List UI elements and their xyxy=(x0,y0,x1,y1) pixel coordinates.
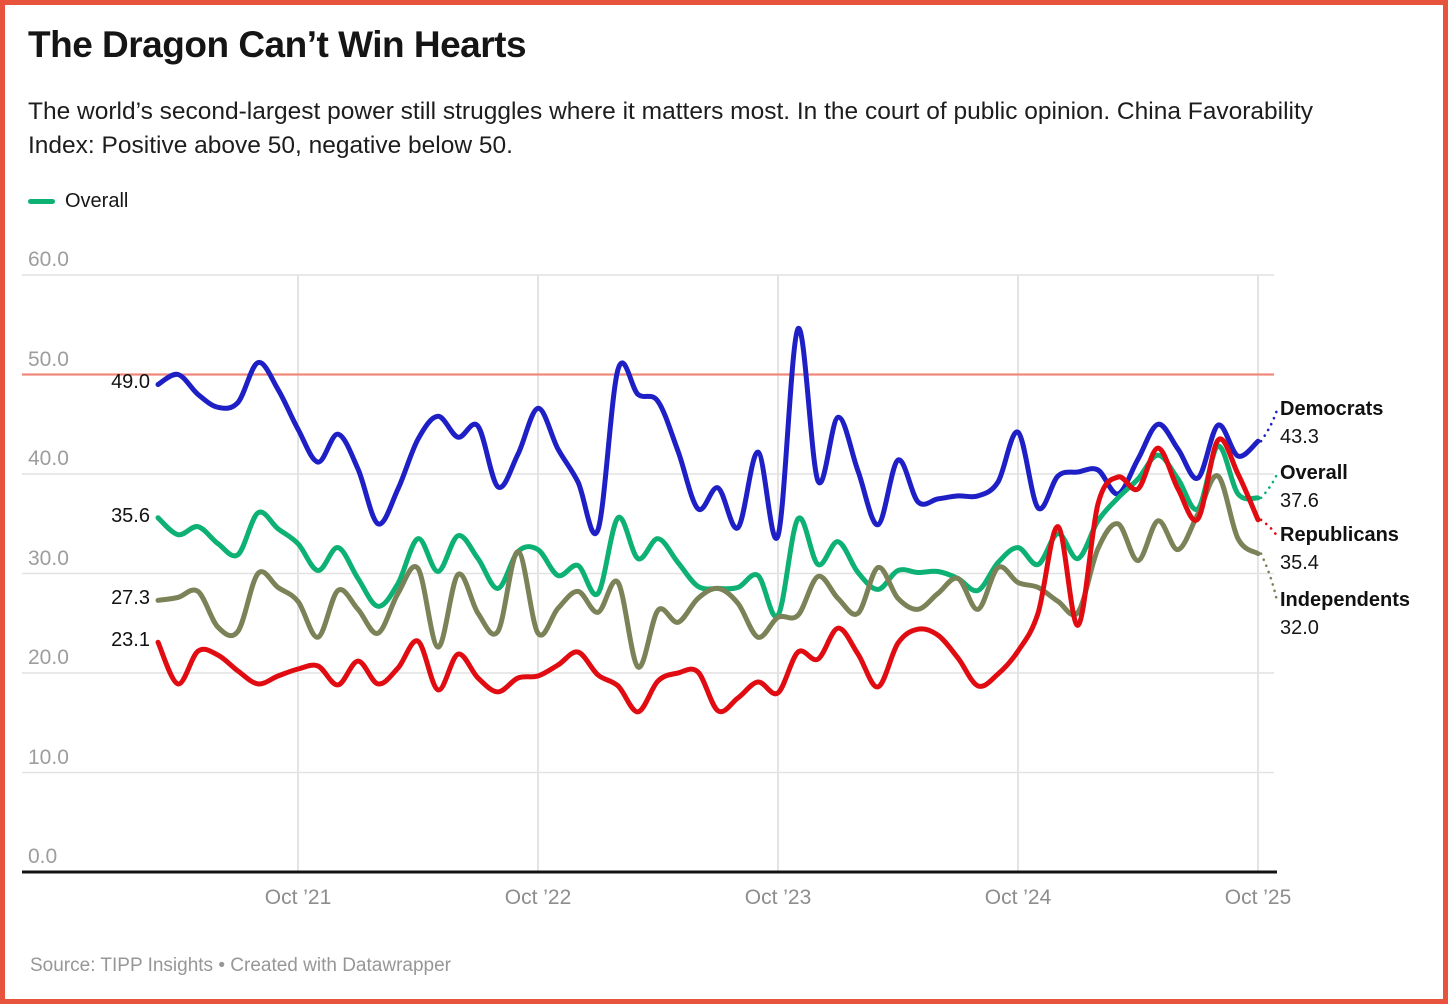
series-start-value: 35.6 xyxy=(111,504,150,527)
series-end-value: 32.0 xyxy=(1280,617,1319,639)
democrats-label-connector xyxy=(1259,408,1279,443)
independents-label-connector xyxy=(1259,552,1279,603)
x-tick-label: Oct ’23 xyxy=(744,886,812,909)
series-name-label: Independents xyxy=(1280,589,1411,611)
series-start-value: 23.1 xyxy=(111,629,150,652)
series-end-value: 35.4 xyxy=(1280,552,1319,574)
overall-label-connector xyxy=(1259,472,1279,500)
y-tick-label: 60.0 xyxy=(28,248,69,271)
y-tick-label: 10.0 xyxy=(28,745,69,769)
legend-label: Overall xyxy=(65,190,129,212)
x-tick-label: Oct ’24 xyxy=(984,886,1052,909)
end-label-democrats: Democrats 43.3 xyxy=(1280,397,1440,449)
x-tick-label: Oct ’25 xyxy=(1224,886,1292,909)
end-label-overall: Overall 37.6 xyxy=(1280,461,1440,513)
end-label-republicans: Republicans 35.4 xyxy=(1280,523,1440,575)
y-tick-label: 50.0 xyxy=(28,347,69,371)
democrats-line xyxy=(155,326,1261,541)
series-end-value: 43.3 xyxy=(1280,426,1319,448)
republicans-label-connector xyxy=(1259,518,1279,538)
series-name-label: Republicans xyxy=(1280,524,1399,546)
series-end-value: 37.6 xyxy=(1280,490,1319,512)
page-title: The Dragon Can’t Win Hearts xyxy=(28,24,527,65)
series-start-value: 27.3 xyxy=(111,587,150,610)
series-start-value: 49.0 xyxy=(111,371,150,394)
source-attribution: Source: TIPP Insights • Created with Dat… xyxy=(30,955,451,976)
y-tick-label: 20.0 xyxy=(28,646,69,669)
x-tick-label: Oct ’21 xyxy=(264,886,332,909)
y-tick-label: 40.0 xyxy=(28,447,69,470)
legend-line-swatch xyxy=(28,199,55,204)
y-tick-label: 30.0 xyxy=(28,546,69,570)
end-label-independents: Independents 32.0 xyxy=(1280,588,1440,640)
x-tick-label: Oct ’22 xyxy=(504,886,572,909)
republicans-line xyxy=(155,436,1261,715)
series-name-label: Overall xyxy=(1280,462,1348,484)
series-name-label: Democrats xyxy=(1280,398,1384,420)
y-tick-label: 0.0 xyxy=(28,845,58,868)
legend: Overall xyxy=(28,190,128,213)
page-subtitle: The world’s second-largest power still s… xyxy=(28,98,1314,159)
